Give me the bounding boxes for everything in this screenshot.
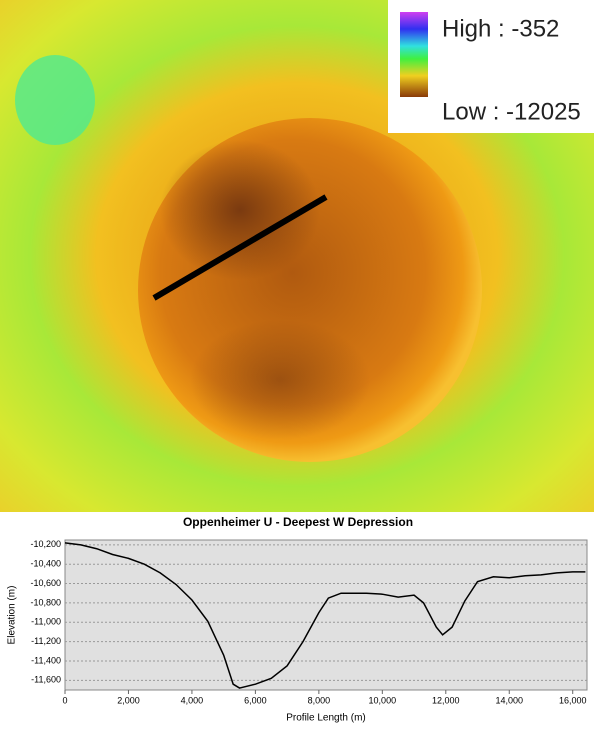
profile-chart: Oppenheimer U - Deepest W Depression Pro… — [7, 515, 588, 724]
y-tick-label: -10,200 — [30, 539, 61, 549]
y-tick-label: -10,600 — [30, 578, 61, 588]
x-tick-label: 0 — [62, 695, 67, 705]
chart-title: Oppenheimer U - Deepest W Depression — [183, 515, 413, 529]
y-tick-label: -11,600 — [31, 675, 61, 685]
x-tick-label: 14,000 — [495, 695, 523, 705]
x-tick-label: 4,000 — [181, 695, 204, 705]
y-tick-label: -11,200 — [31, 636, 61, 646]
x-tick-label: 12,000 — [432, 695, 460, 705]
y-tick-label: -11,000 — [31, 617, 61, 627]
map: High : -352 Low : -12025 — [0, 0, 594, 512]
x-tick-label: 16,000 — [559, 695, 587, 705]
x-tick-label: 2,000 — [117, 695, 140, 705]
legend-low: Low : -12025 — [442, 98, 581, 125]
y-axis-label: Elevation (m) — [7, 586, 18, 645]
x-tick-label: 10,000 — [369, 695, 397, 705]
profile-line — [64, 542, 586, 689]
plot-area — [64, 539, 588, 691]
y-tick-label: -11,400 — [31, 655, 61, 665]
x-axis-label: Profile Length (m) — [286, 713, 365, 724]
y-tick-label: -10,400 — [30, 559, 61, 569]
x-tick-label: 6,000 — [244, 695, 267, 705]
legend-high: High : -352 — [442, 15, 559, 42]
y-tick-label: -10,800 — [30, 597, 61, 607]
x-tick-label: 8,000 — [308, 695, 331, 705]
